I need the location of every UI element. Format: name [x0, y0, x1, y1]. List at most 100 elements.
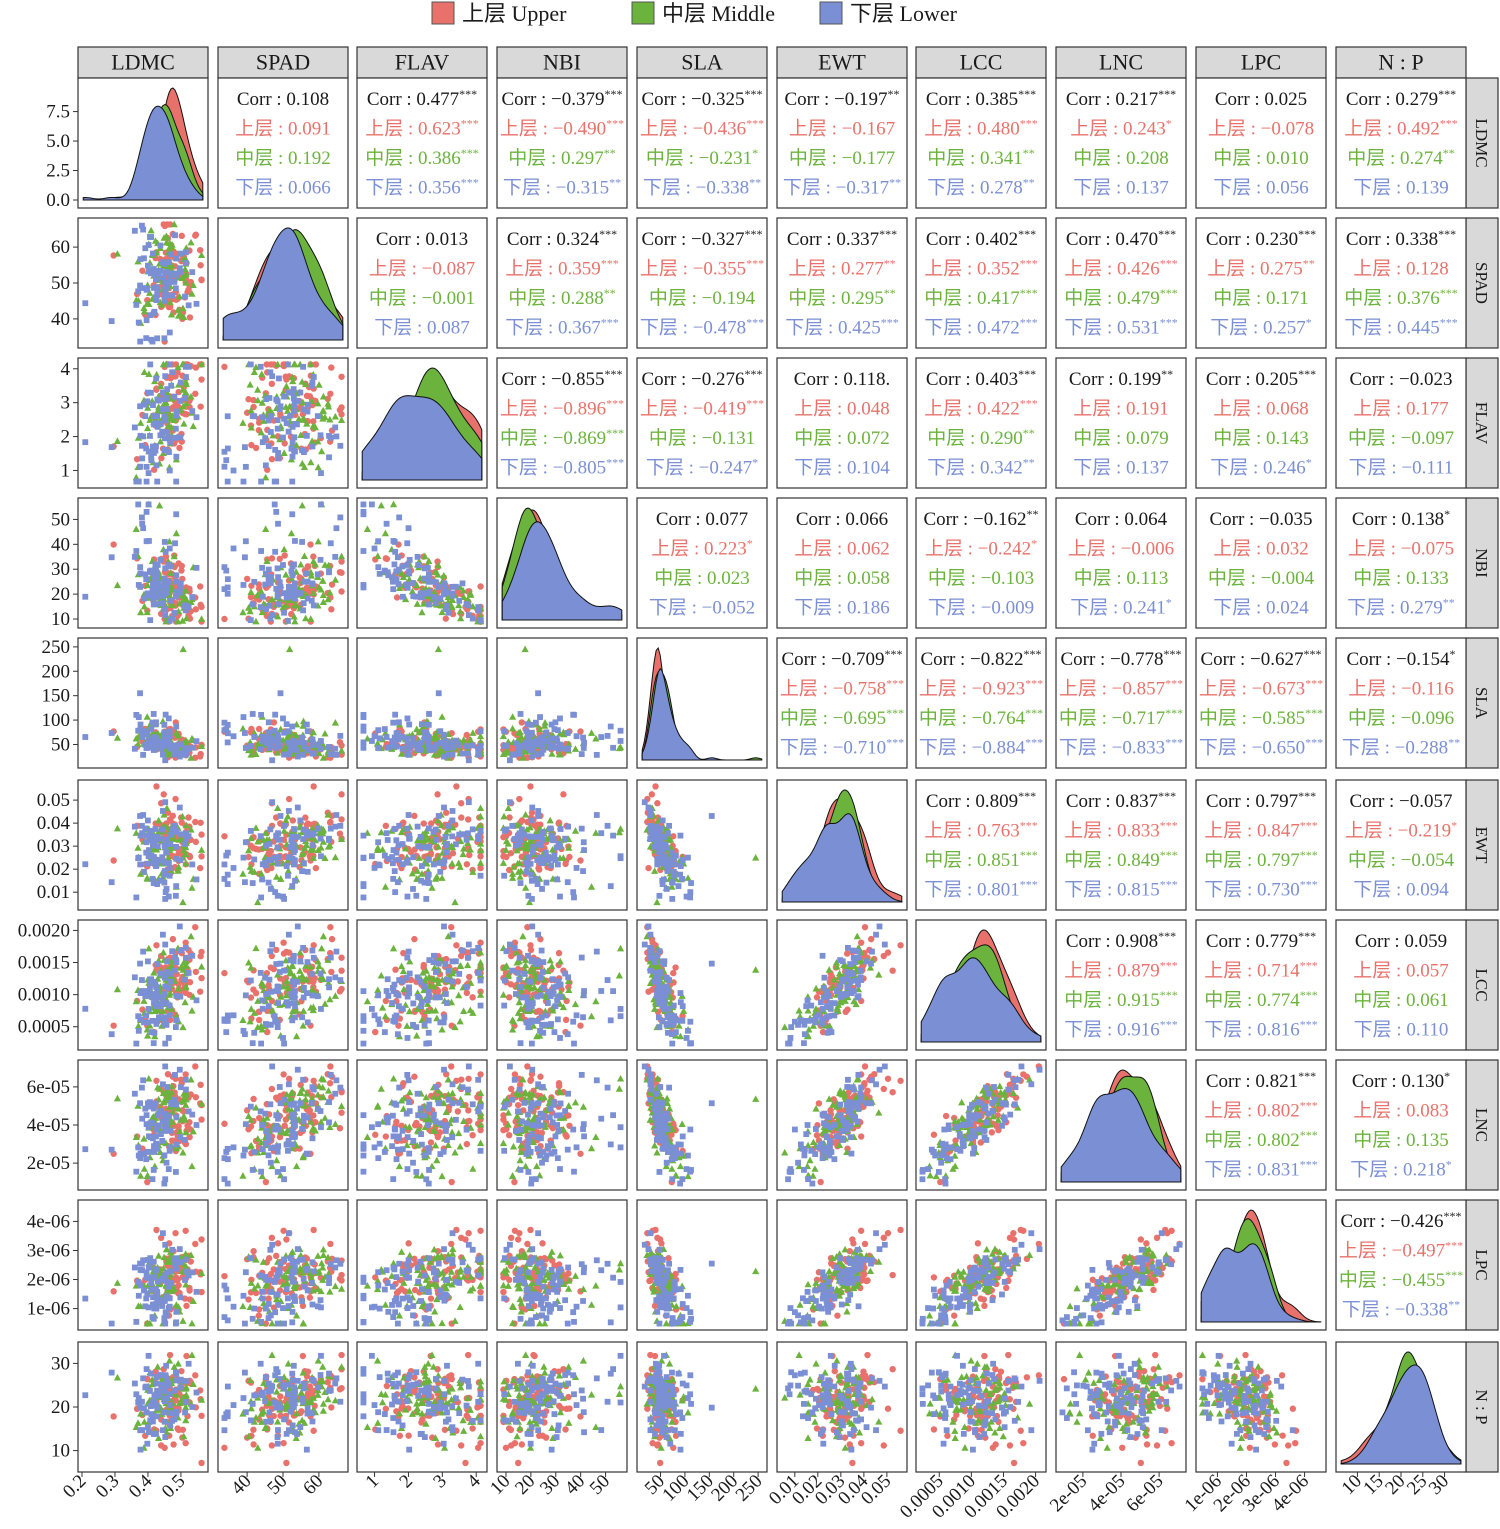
corr-middle-label: 中层 : 0.290	[927, 427, 1023, 449]
point-lower	[283, 721, 290, 728]
corr-upper-label: 上层 : −0.116	[1348, 678, 1454, 700]
point-upper	[160, 221, 167, 228]
corr-all-label: Corr : −0.855	[501, 369, 604, 390]
corr-middle: 中层 : −0.194	[649, 287, 756, 309]
point-lower	[553, 844, 560, 851]
point-lower	[534, 857, 541, 864]
point-lower	[425, 871, 432, 878]
point-lower	[131, 553, 138, 560]
point-lower	[108, 554, 115, 561]
point-lower	[287, 412, 294, 419]
point-lower	[139, 822, 145, 829]
corr-middle-label: 中层 : −0.231	[646, 147, 752, 169]
point-lower	[141, 255, 147, 262]
point-lower	[465, 602, 471, 609]
point-lower	[160, 389, 166, 396]
point-lower	[287, 747, 294, 753]
corr-middle-label: 中层 : 0.010	[1213, 147, 1309, 169]
corr-all-label: Corr : 0.013	[376, 229, 468, 250]
corr-all-label: Corr : 0.025	[1215, 89, 1307, 110]
point-lower	[166, 275, 173, 281]
strip-top-lpc	[1195, 46, 1327, 79]
point-lower	[257, 746, 264, 753]
point-lower	[145, 262, 151, 269]
point-lower	[288, 837, 295, 844]
corr-all-sig: ***	[1024, 647, 1042, 661]
corr-middle-sig: ***	[1160, 286, 1178, 300]
point-lower	[669, 896, 676, 902]
corr-lower: 下层 : 0.279**	[1347, 596, 1455, 619]
point-lower	[137, 861, 144, 868]
point-lower	[240, 1027, 247, 1034]
point-upper	[448, 923, 455, 931]
corr-lower: 下层 : −0.052	[649, 598, 755, 619]
corr-upper: 上层 : 0.062	[794, 538, 890, 560]
point-lower	[301, 984, 307, 991]
point-lower	[425, 571, 432, 578]
corr-middle-sig: ***	[1165, 706, 1183, 720]
corr-lower-sig: ***	[881, 316, 899, 330]
corr-all: Corr : 0.324***	[507, 227, 617, 250]
point-upper	[268, 380, 276, 388]
strip-right-spad	[1465, 217, 1499, 349]
corr-lower-label: 下层 : 0.730	[1204, 880, 1300, 901]
point-lower	[449, 590, 456, 597]
corr-upper-sig: ***	[746, 257, 764, 271]
point-lower	[139, 285, 146, 291]
point-lower	[131, 823, 138, 830]
panel-frame	[915, 217, 1047, 349]
point-lower	[333, 433, 340, 440]
point-lower	[176, 398, 183, 404]
point-lower	[247, 828, 254, 834]
corr-all-label: Corr : 0.199	[1069, 369, 1161, 390]
point-lower	[465, 750, 471, 757]
point-lower	[143, 509, 150, 515]
corr-all: Corr : −0.154*	[1346, 647, 1455, 670]
point-lower	[251, 734, 258, 740]
point-lower	[647, 822, 654, 829]
point-lower	[406, 721, 413, 728]
corr-upper: 上层 : −0.087	[369, 258, 475, 280]
corr-middle-sig: **	[1443, 146, 1455, 160]
point-lower	[166, 739, 172, 746]
point-lower	[150, 595, 156, 602]
panel-sla-flav	[356, 637, 488, 769]
corr-upper-sig: *	[1451, 819, 1457, 833]
point-lower	[162, 373, 169, 380]
corr-middle-label: 中层 : 0.386	[365, 147, 461, 169]
corr-upper-label: 上层 : 0.048	[794, 398, 890, 420]
corr-upper-sig: ***	[746, 117, 764, 131]
point-lower	[82, 1005, 89, 1012]
point-lower	[300, 751, 307, 758]
point-lower	[303, 570, 310, 577]
corr-lower-label: 下层 : 0.367	[505, 318, 601, 339]
point-lower	[475, 833, 482, 840]
point-lower	[153, 984, 160, 990]
point-lower	[162, 612, 169, 618]
point-lower	[193, 300, 200, 307]
point-lower	[140, 525, 147, 532]
point-upper	[221, 969, 228, 977]
corr-middle-sig: *	[752, 146, 758, 160]
point-lower	[160, 808, 166, 814]
point-lower	[445, 822, 452, 829]
corr-lower-sig: **	[1448, 736, 1460, 750]
corr-lower-label: 下层 : 0.104	[794, 458, 890, 479]
point-lower	[501, 872, 508, 879]
point-lower	[456, 597, 463, 604]
point-lower	[242, 992, 249, 999]
corr-lower: 下层 : 0.356***	[365, 176, 479, 199]
strip-right-lpc	[1465, 1199, 1499, 1331]
point-lower	[161, 842, 168, 849]
point-lower	[369, 501, 375, 508]
point-lower	[535, 690, 541, 697]
point-lower	[465, 830, 471, 837]
point-lower	[242, 730, 248, 736]
point-lower	[283, 863, 290, 869]
panel-frame	[496, 217, 628, 349]
point-lower	[360, 739, 367, 746]
point-lower	[371, 733, 378, 740]
point-lower	[164, 269, 171, 276]
